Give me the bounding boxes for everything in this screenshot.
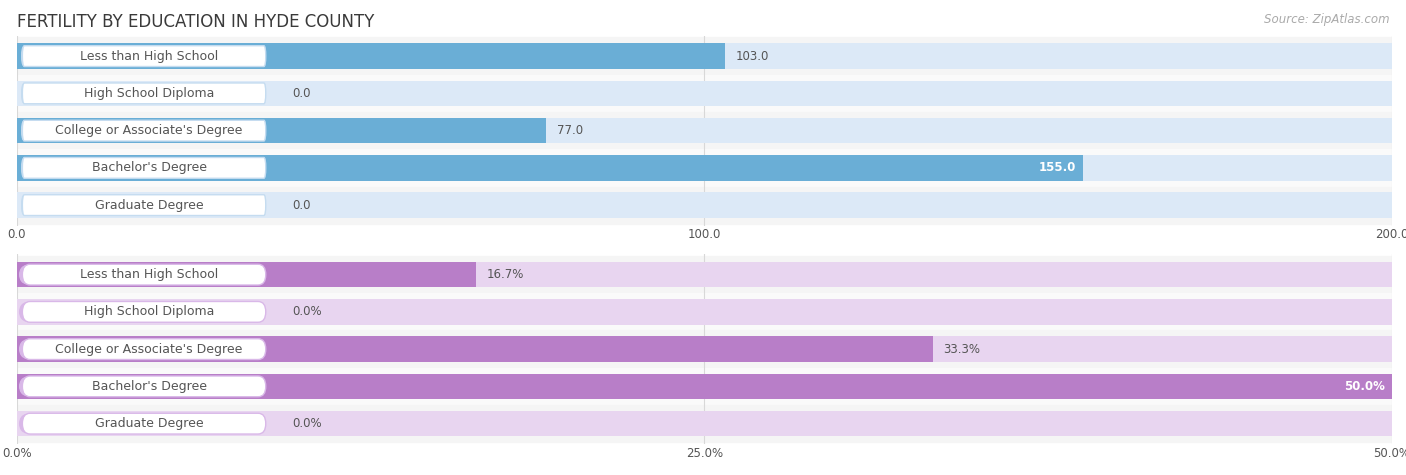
Text: High School Diploma: High School Diploma — [84, 87, 214, 100]
Text: 155.0: 155.0 — [1038, 162, 1076, 174]
Bar — [17, 336, 1392, 362]
Text: College or Associate's Degree: College or Associate's Degree — [55, 342, 243, 356]
Text: Graduate Degree: Graduate Degree — [94, 417, 204, 430]
Bar — [17, 192, 1392, 218]
Text: FERTILITY BY EDUCATION IN HYDE COUNTY: FERTILITY BY EDUCATION IN HYDE COUNTY — [17, 13, 374, 31]
Bar — [17, 43, 725, 69]
FancyBboxPatch shape — [22, 302, 266, 322]
FancyBboxPatch shape — [22, 376, 266, 397]
FancyBboxPatch shape — [22, 120, 266, 141]
Circle shape — [20, 415, 32, 432]
Circle shape — [20, 303, 32, 321]
Bar — [17, 336, 932, 362]
Bar — [17, 374, 1392, 399]
Bar — [17, 374, 1392, 399]
Text: 0.0: 0.0 — [292, 87, 311, 100]
Bar — [17, 331, 1392, 368]
Bar — [17, 368, 1392, 405]
Circle shape — [21, 196, 25, 214]
Bar — [17, 293, 1392, 331]
Bar — [17, 299, 1392, 324]
Bar — [17, 405, 1392, 442]
Circle shape — [21, 85, 25, 102]
Text: Less than High School: Less than High School — [80, 268, 218, 281]
Text: Bachelor's Degree: Bachelor's Degree — [91, 162, 207, 174]
Bar — [17, 155, 1083, 180]
Text: High School Diploma: High School Diploma — [84, 305, 214, 318]
Bar — [17, 262, 1392, 287]
Circle shape — [20, 340, 32, 358]
Circle shape — [21, 159, 25, 177]
Text: 0.0%: 0.0% — [292, 417, 322, 430]
Bar — [17, 118, 1392, 143]
Circle shape — [21, 48, 25, 65]
Bar — [17, 38, 1392, 75]
Text: Bachelor's Degree: Bachelor's Degree — [91, 380, 207, 393]
Text: College or Associate's Degree: College or Associate's Degree — [55, 124, 243, 137]
Text: 77.0: 77.0 — [557, 124, 583, 137]
Bar — [17, 262, 477, 287]
Bar — [17, 81, 1392, 106]
Circle shape — [20, 378, 32, 395]
FancyBboxPatch shape — [22, 264, 266, 285]
Text: Less than High School: Less than High School — [80, 49, 218, 63]
Bar — [17, 75, 1392, 112]
Bar — [17, 187, 1392, 224]
Text: 33.3%: 33.3% — [943, 342, 980, 356]
FancyBboxPatch shape — [22, 339, 266, 360]
Bar — [17, 256, 1392, 293]
FancyBboxPatch shape — [22, 158, 266, 178]
Circle shape — [21, 122, 25, 140]
Text: 103.0: 103.0 — [735, 49, 769, 63]
Bar — [17, 411, 1392, 437]
FancyBboxPatch shape — [22, 195, 266, 216]
FancyBboxPatch shape — [22, 83, 266, 104]
Text: 0.0: 0.0 — [292, 199, 311, 212]
Text: 16.7%: 16.7% — [486, 268, 524, 281]
Circle shape — [20, 266, 32, 284]
FancyBboxPatch shape — [22, 46, 266, 66]
Text: 0.0%: 0.0% — [292, 305, 322, 318]
Bar — [17, 118, 547, 143]
Text: Source: ZipAtlas.com: Source: ZipAtlas.com — [1264, 13, 1389, 26]
Text: 50.0%: 50.0% — [1344, 380, 1385, 393]
Bar — [17, 155, 1392, 180]
Bar — [17, 149, 1392, 187]
Text: Graduate Degree: Graduate Degree — [94, 199, 204, 212]
Bar — [17, 43, 1392, 69]
FancyBboxPatch shape — [22, 413, 266, 434]
Bar — [17, 112, 1392, 149]
